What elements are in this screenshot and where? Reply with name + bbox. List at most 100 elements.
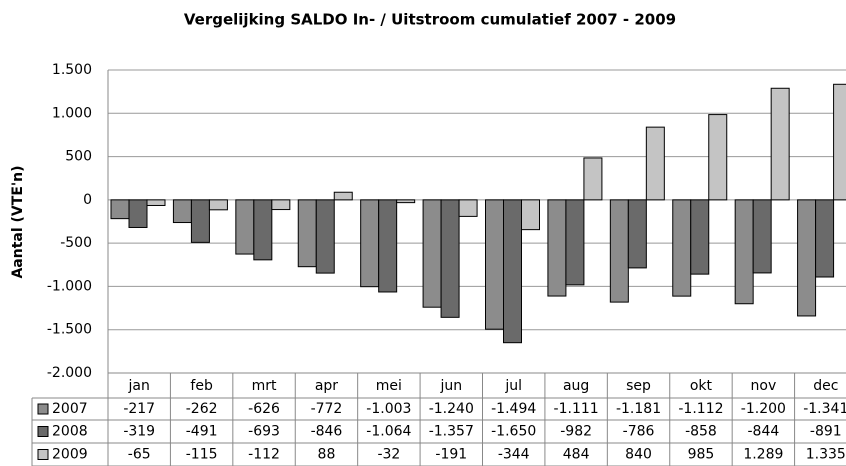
bar [378,199,398,293]
bar [815,199,835,278]
table-value: 484 [563,447,590,463]
y-tick-label: -500 [60,235,92,251]
table-value: -772 [311,401,343,417]
bar [627,199,647,269]
bar [645,126,665,201]
table-value: -115 [186,447,218,463]
x-tick-label: aug [563,378,589,394]
bar [146,199,166,206]
bar [672,199,692,297]
table-value: 1.335 [806,447,846,463]
bar [797,199,817,317]
table-value: 985 [688,447,715,463]
table-value: -1.003 [366,401,411,417]
table-value: -112 [248,447,280,463]
bar [333,191,353,201]
table-value: -1.650 [491,424,536,440]
table-value: -982 [560,424,592,440]
table-value: -1.240 [429,401,474,417]
legend-swatch [37,426,49,437]
table-value: -844 [747,424,779,440]
bar [440,199,460,318]
bar [190,199,210,243]
bar [110,199,130,220]
table-value: -319 [123,424,155,440]
y-tick-label: -1.000 [47,278,92,294]
x-tick-label: okt [690,378,713,394]
table-value: 1.289 [743,447,783,463]
table-value: -891 [810,424,842,440]
table-value: -1.357 [429,424,474,440]
bar [315,199,335,274]
table-value: -626 [248,401,280,417]
table-value: -491 [186,424,218,440]
table-value: -786 [623,424,655,440]
x-tick-label: jul [504,378,522,394]
bar [253,199,273,261]
bar [734,199,754,305]
bar [396,199,416,204]
bar [235,199,255,255]
table-value: 88 [318,447,336,463]
y-tick-label: 1.500 [52,62,92,78]
bar [547,199,567,297]
legend-label: 2007 [52,401,88,417]
table-value: -1.494 [491,401,536,417]
y-tick-label: 500 [65,149,92,165]
bar [609,199,629,303]
y-tick-label: 1.000 [52,105,92,121]
bar [297,199,317,268]
table-value: -1.181 [616,401,661,417]
x-tick-label: mei [376,378,402,394]
table-value: -262 [186,401,218,417]
table-value: -65 [128,447,151,463]
bar [708,114,728,201]
bar [172,199,192,224]
x-tick-label: jan [128,378,150,394]
bar [565,199,585,286]
x-tick-label: feb [190,378,213,394]
bar [208,199,228,211]
legend-label: 2009 [52,447,88,463]
legend-swatch [37,403,49,415]
legend-swatch [37,449,49,460]
chart-title: Vergelijking SALDO In- / Uitstroom cumul… [184,11,676,29]
bar [583,157,603,201]
x-tick-label: sep [626,378,651,394]
bar [271,199,291,211]
bar [503,199,522,344]
table-value: -1.064 [366,424,411,440]
bar [458,199,478,217]
y-axis-title: Aantal (VTE'n) [10,165,26,278]
table-value: -1.341 [803,401,846,417]
y-tick-label: -2.000 [47,365,92,381]
bar [128,199,148,228]
table-value: -1.112 [678,401,723,417]
y-tick-label: -1.500 [47,322,92,338]
table-value: -693 [248,424,280,440]
table-value: -1.200 [741,401,786,417]
table-value: -217 [123,401,155,417]
bar [770,87,790,201]
bar [422,199,442,308]
table-value: -858 [685,424,717,440]
table-value: -344 [498,447,530,463]
x-tick-label: jun [439,378,462,394]
bar [690,199,710,275]
x-tick-label: nov [751,378,777,394]
x-tick-label: mrt [252,378,277,394]
bar [360,199,380,288]
table-value: -1.111 [554,401,599,417]
table-value: 840 [625,447,652,463]
x-tick-label: dec [813,378,838,394]
bar [833,83,846,201]
bar [752,199,772,274]
bar [521,199,540,231]
table-value: -191 [435,447,467,463]
y-tick-label: 0 [83,192,92,208]
table-value: -32 [377,447,400,463]
x-tick-label: apr [315,378,338,394]
legend-label: 2008 [52,424,88,440]
